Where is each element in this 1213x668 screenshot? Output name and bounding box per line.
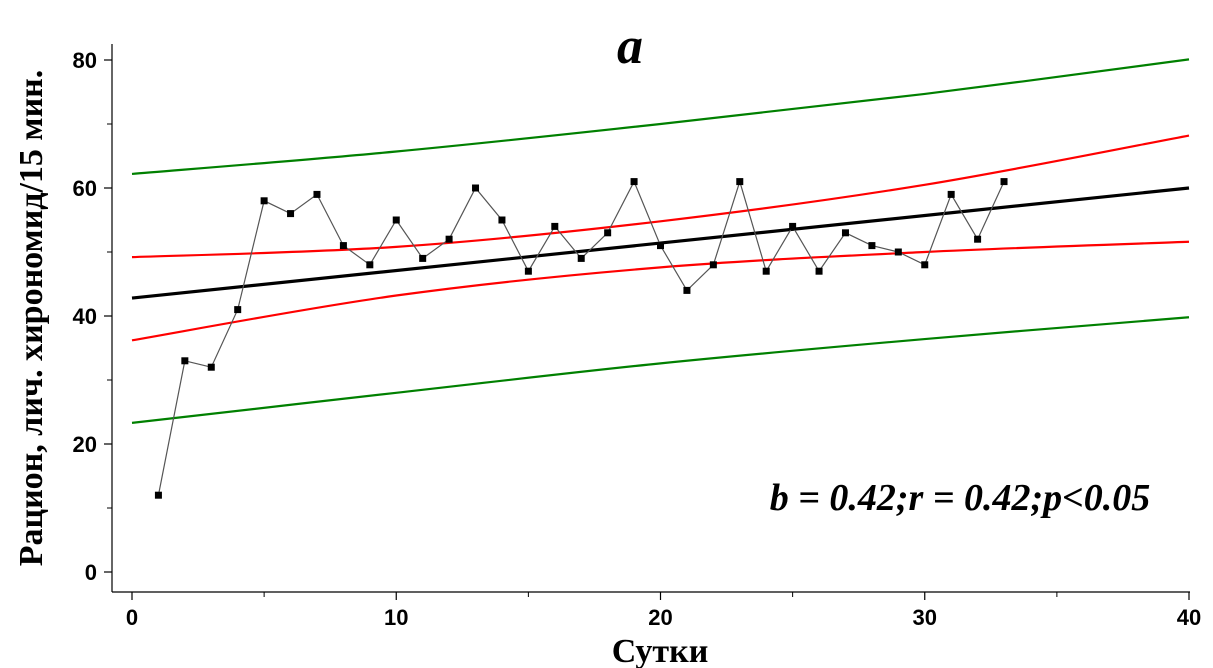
data-point [472, 184, 480, 192]
bands-layer [131, 58, 1190, 424]
data-point [841, 229, 849, 237]
data-point [815, 267, 823, 275]
observed-series-layer [154, 178, 1008, 499]
prediction-lower-line [131, 316, 1190, 424]
axes-layer [111, 44, 1190, 593]
data-point [789, 222, 797, 230]
observed-connector-line [157, 179, 1005, 496]
x-tick-label: 10 [384, 605, 408, 630]
data-point [551, 222, 559, 230]
y-tick-label: 60 [73, 176, 97, 201]
data-point [207, 363, 215, 371]
data-point [313, 190, 321, 198]
data-point [657, 242, 664, 250]
data-point [260, 197, 268, 205]
data-point [762, 267, 770, 275]
data-point [921, 261, 929, 269]
data-point [868, 242, 876, 250]
x-tick-label: 30 [913, 605, 937, 630]
data-point [445, 235, 453, 243]
confidence-upper-line [131, 134, 1190, 259]
y-axis-title: Рацион, лич. хирономид/15 мин. [13, 70, 50, 567]
y-ticks: 0 20 40 60 80 [73, 48, 112, 585]
x-tick-label: 40 [1177, 605, 1201, 630]
data-point [947, 190, 955, 198]
data-point [1000, 178, 1008, 186]
y-tick-label: 20 [73, 432, 97, 457]
data-point [498, 216, 506, 224]
data-point [709, 261, 717, 269]
x-tick-label: 0 [126, 605, 138, 630]
data-point [894, 248, 902, 256]
x-axis-title: Сутки [612, 633, 709, 668]
data-point [154, 491, 162, 499]
data-point [234, 306, 242, 314]
data-point [683, 286, 691, 294]
data-point [577, 254, 585, 262]
x-ticks: 0 10 20 30 40 [126, 592, 1201, 630]
data-point [736, 178, 744, 186]
data-point [366, 261, 374, 269]
data-point [974, 235, 982, 243]
data-point [419, 254, 427, 262]
data-point [524, 267, 532, 275]
data-point [604, 229, 612, 237]
panel-label: a [617, 18, 643, 75]
y-tick-label: 40 [73, 304, 97, 329]
stats-annotation: b = 0.42;r = 0.42;p<0.05 [770, 477, 1151, 519]
data-point [339, 242, 347, 250]
data-point [630, 178, 638, 186]
confidence-lower-line [131, 240, 1190, 342]
x-tick-label: 20 [648, 605, 672, 630]
data-point [181, 357, 189, 365]
y-tick-label: 80 [73, 48, 97, 73]
data-point [392, 216, 400, 224]
y-tick-label: 0 [85, 560, 97, 585]
prediction-upper-line [131, 58, 1190, 176]
data-point [287, 210, 295, 218]
